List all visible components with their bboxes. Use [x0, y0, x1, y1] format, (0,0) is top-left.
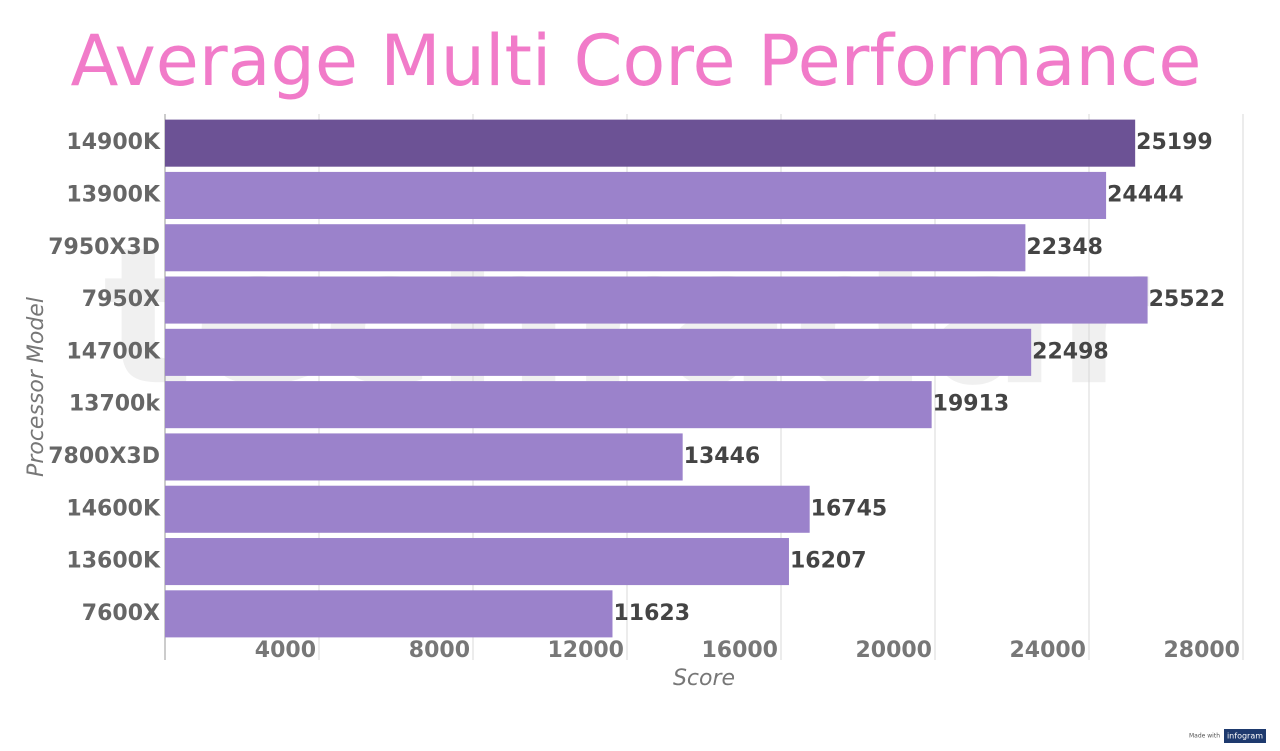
chart-title: Average Multi Core Performance [71, 20, 1202, 102]
value-label: 19913 [933, 392, 1010, 417]
value-label: 13446 [684, 444, 761, 469]
y-tick-label: 13900K [66, 182, 161, 207]
value-label: 25522 [1149, 287, 1226, 312]
value-label: 11623 [613, 601, 690, 626]
footer: Made with [1189, 733, 1220, 740]
value-label: 16207 [790, 549, 867, 574]
value-label: 22498 [1032, 339, 1109, 364]
y-tick-label: 14900K [66, 130, 161, 155]
bar [165, 381, 932, 429]
y-tick-label: 7950X3D [48, 235, 160, 260]
value-label: 22348 [1026, 235, 1103, 260]
y-tick-label: 7600X [82, 601, 160, 626]
y-axis-label: Processor Model [24, 297, 49, 477]
x-tick-label: 20000 [855, 638, 932, 663]
value-label: 24444 [1107, 182, 1184, 207]
x-tick-label: 12000 [547, 638, 624, 663]
x-tick-label: 4000 [255, 638, 316, 663]
bar [165, 276, 1148, 324]
bar [165, 433, 683, 481]
x-tick-label: 16000 [701, 638, 778, 663]
y-tick-label: 13700k [69, 392, 162, 417]
bar [165, 485, 810, 533]
bar [165, 538, 789, 586]
x-tick-label: 28000 [1163, 638, 1240, 663]
bar [165, 224, 1026, 272]
value-label: 16745 [811, 496, 888, 521]
bar [165, 119, 1136, 167]
bar [165, 328, 1032, 376]
x-tick-label: 24000 [1009, 638, 1086, 663]
x-axis-label: Score [673, 666, 735, 691]
value-label: 25199 [1136, 130, 1213, 155]
bar [165, 590, 613, 638]
y-tick-label: 14700K [66, 339, 161, 364]
brand-badge [1224, 729, 1266, 743]
brand: infogram [1227, 732, 1263, 741]
y-tick-label: 7800X3D [48, 444, 160, 469]
y-tick-label: 13600K [66, 549, 161, 574]
bar [165, 171, 1107, 219]
y-tick-label: 7950X [82, 287, 160, 312]
y-tick-label: 14600K [66, 496, 161, 521]
x-tick-label: 8000 [409, 638, 470, 663]
